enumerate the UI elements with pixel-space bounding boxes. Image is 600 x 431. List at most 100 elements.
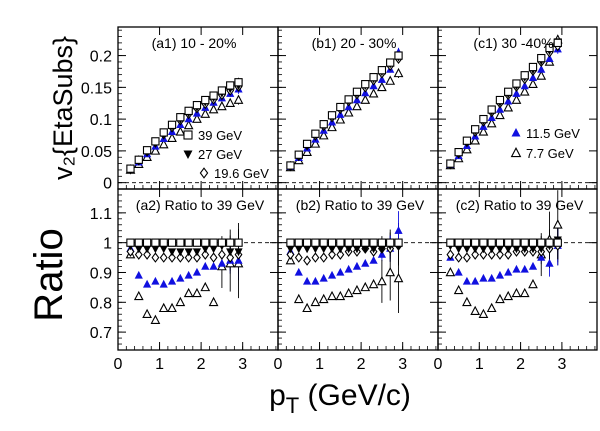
data-point [336,267,345,276]
data-point [192,248,202,257]
y-tick-label: 0.8 [90,295,112,312]
data-point [217,258,226,267]
x-tick-label: 3 [398,356,407,373]
data-point [528,78,538,88]
x-axis-label: pT (GeV/c) [269,379,411,418]
data-point [496,249,504,260]
data-point [385,266,396,277]
x-tick-label: 0 [434,356,443,373]
data-point [234,238,243,247]
data-point [328,249,336,260]
data-point [294,150,303,159]
data-point [311,276,320,285]
data-point [368,88,379,98]
data-point [192,238,202,247]
data-point [158,139,169,149]
ratio-panel: 0.7 0.8 0.9 1 1.1 (a2) Ratio to 39 GeV [90,188,279,351]
legend-label: 11.5 GeV [526,126,580,141]
data-point [352,284,362,295]
data-point [310,296,321,307]
data-point [176,252,185,263]
y-tick-label: 0 [103,176,112,193]
data-point [462,252,471,263]
panel-frame [117,188,279,351]
data-point [234,78,243,87]
data-point [208,296,219,307]
data-point [286,238,295,247]
data-point [319,273,328,282]
data-point [159,128,168,137]
data-point [226,252,235,263]
plot-area: 00.050.10.150.2(a1) 10 - 20%0.70.80.911.… [81,26,598,373]
data-point [479,249,488,260]
data-point [552,219,563,229]
data-point [360,281,371,292]
data-point [520,238,529,247]
data-point [226,81,235,90]
data-point [167,248,177,257]
data-point [302,139,312,149]
data-point [134,249,143,260]
panel-title: (a1) 10 - 20% [152,35,237,51]
v2-panel: (b1) 20 - 30% [277,26,439,190]
data-point [158,302,169,313]
data-point [528,73,538,82]
data-point [519,86,530,96]
data-point [225,97,236,108]
data-point [226,238,235,247]
data-point [327,238,337,247]
data-point [318,293,329,304]
data-point [352,261,362,270]
data-point [504,87,513,96]
data-point [142,238,152,247]
data-point [462,144,472,154]
data-point [318,130,329,140]
data-point [311,252,320,263]
data-point [495,95,505,105]
data-point [201,249,210,260]
data-point [486,302,497,313]
data-point [134,155,143,164]
data-point [377,238,387,247]
data-point [184,238,193,247]
data-point [446,249,455,260]
data-point [361,258,370,267]
data-point [537,238,546,247]
data-point [393,272,404,283]
y-tick-label: 0.9 [90,265,112,282]
data-point [528,62,538,72]
data-point [479,114,488,124]
data-point [319,120,328,129]
data-point [528,238,538,247]
data-point [471,249,480,260]
x-tick-label: 1 [475,356,484,373]
data-point [234,248,243,257]
ratio-panel: (b2) Ratio to 39 GeV [277,188,439,351]
data-point [528,261,538,270]
data-point [470,305,481,316]
data-point [504,96,513,105]
data-point [151,276,160,285]
data-point [184,252,193,263]
data-point [360,94,371,104]
data-point [343,287,354,298]
legend-label: 19.6 GeV [214,166,269,181]
data-point [209,91,218,100]
data-point [201,238,210,247]
data-point [311,238,320,247]
data-point [446,159,455,168]
data-point [512,238,521,247]
y-tick-label: 0.7 [90,325,112,342]
data-point [192,287,202,298]
data-point [168,252,176,263]
data-point [369,255,378,264]
data-point [150,314,161,324]
data-point [471,125,480,134]
data-point [369,238,378,247]
data-point [336,238,345,247]
data-point [470,135,481,145]
data-point [167,120,177,129]
panel-frame [437,188,598,351]
data-point [377,75,386,83]
data-point [126,246,135,257]
